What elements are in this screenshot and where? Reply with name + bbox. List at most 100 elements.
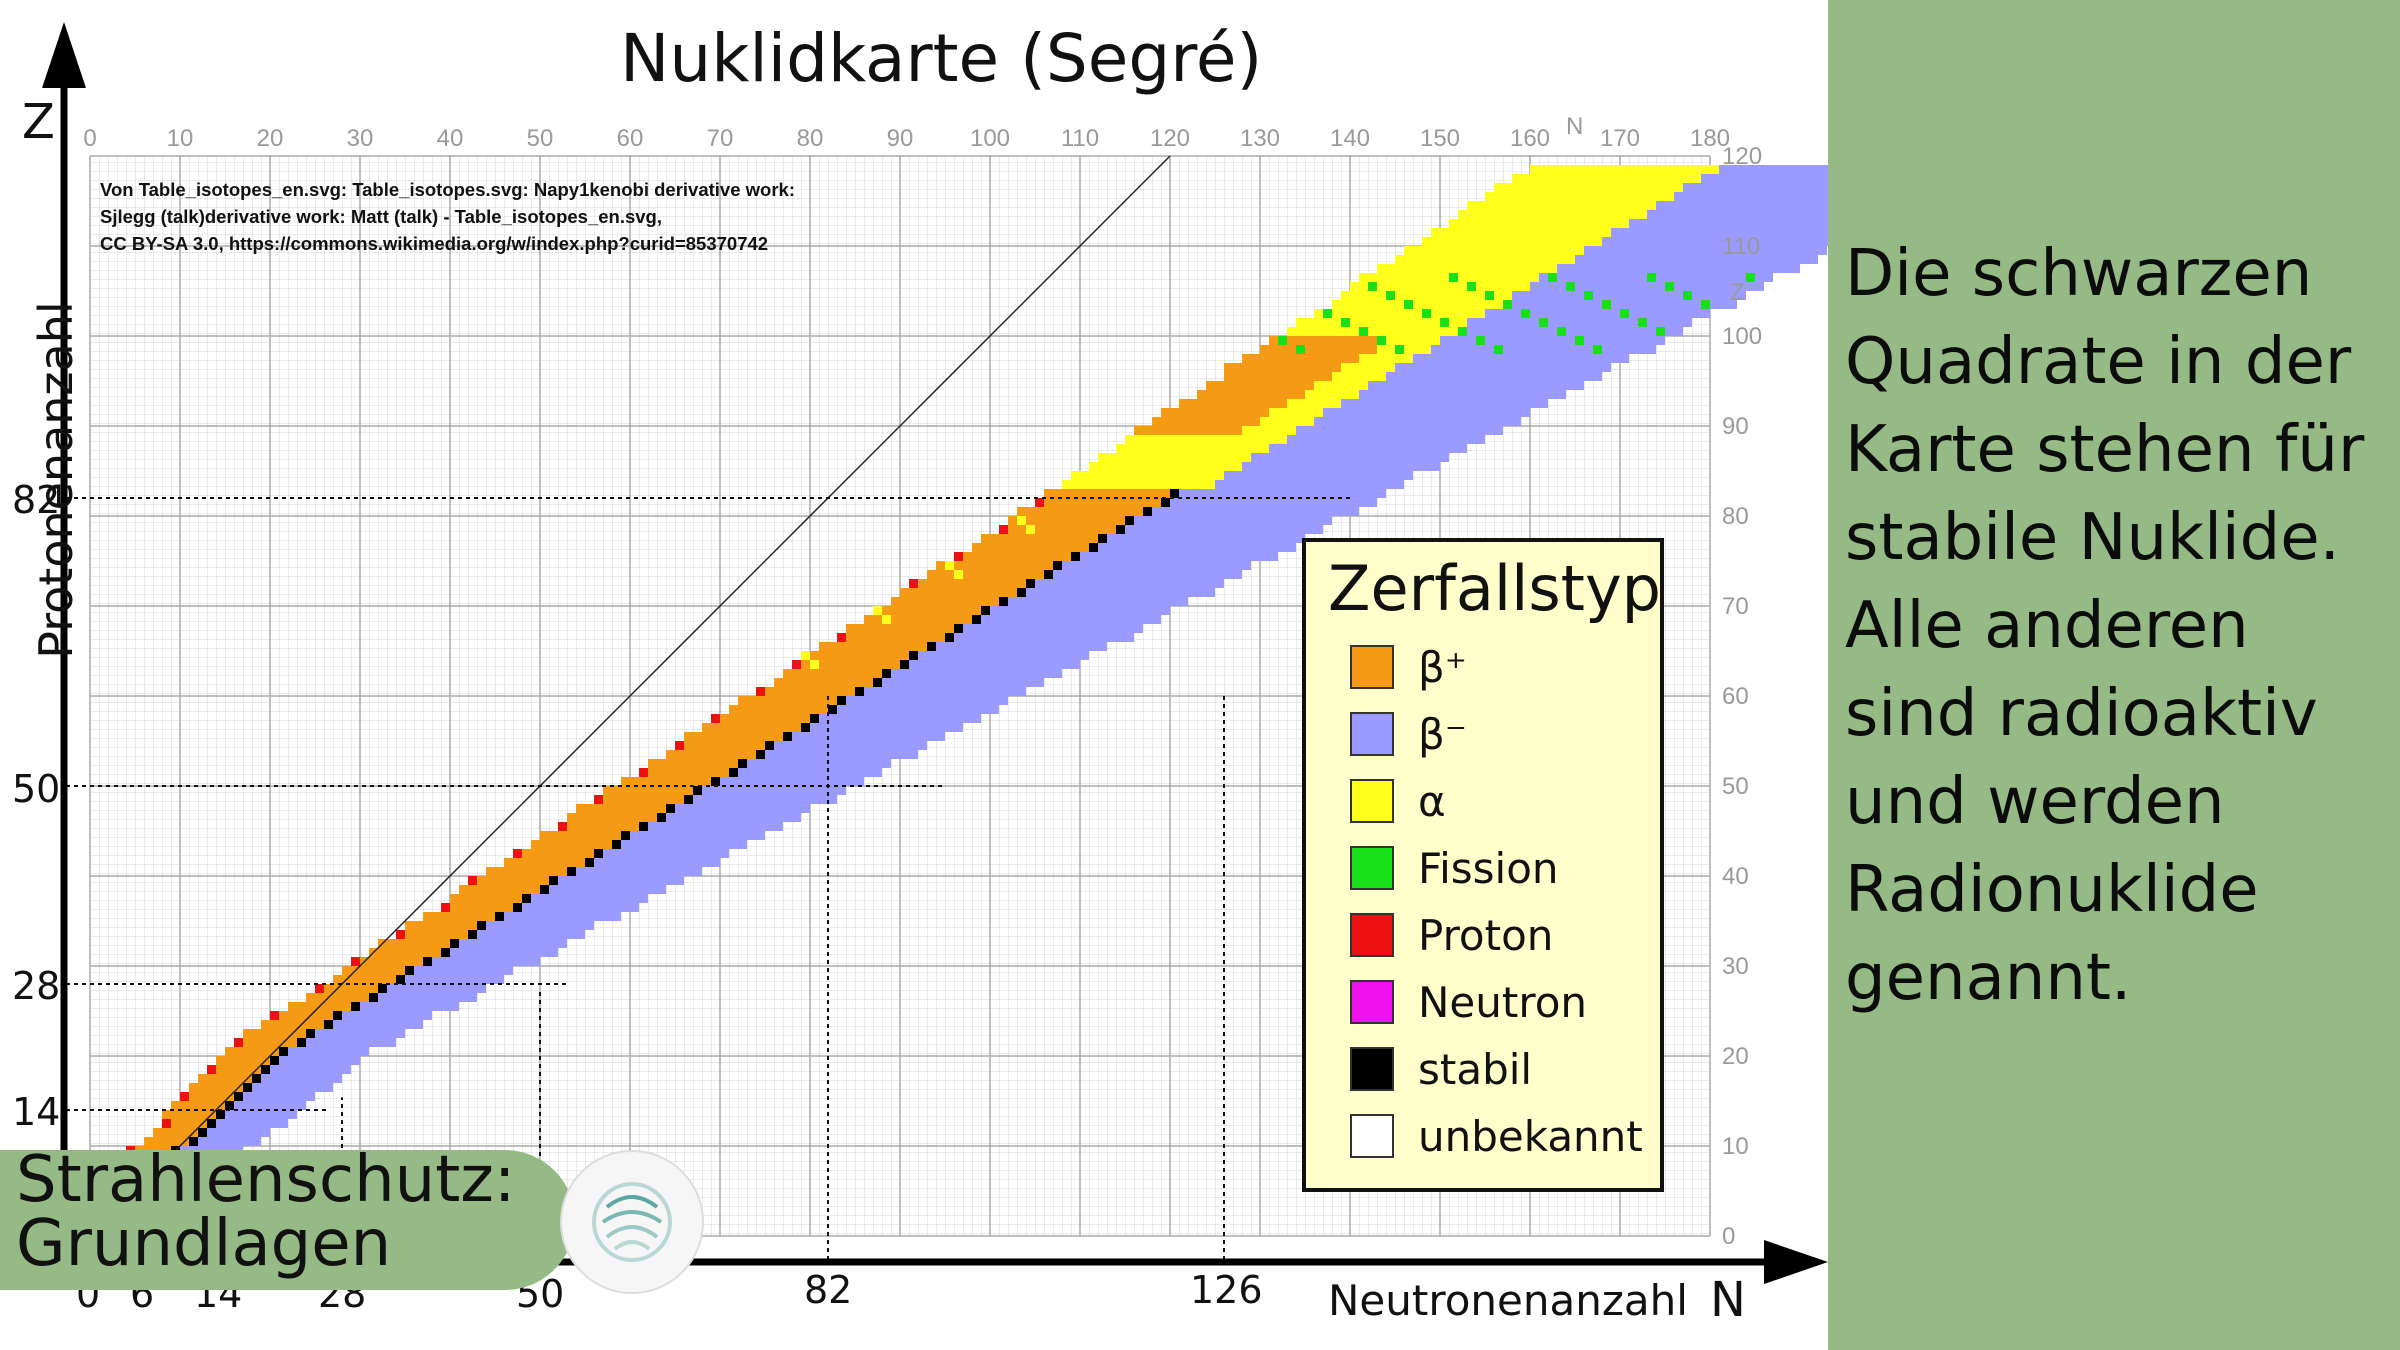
nuclide-cell — [999, 525, 1008, 534]
nuclide-cell — [1620, 300, 1629, 309]
nuclide-cell — [1107, 462, 1116, 471]
nuclide-cell — [1773, 210, 1782, 219]
nuclide-cell — [846, 768, 855, 777]
nuclide-cell — [1071, 597, 1080, 606]
nuclide-cell — [1323, 354, 1332, 363]
nuclide-cell — [1458, 381, 1467, 390]
nuclide-cell — [1548, 219, 1557, 228]
nuclide-cell — [1431, 291, 1440, 300]
nuclide-cell — [1341, 381, 1350, 390]
nuclide-cell — [1089, 543, 1098, 552]
nuclide-cell — [1404, 246, 1413, 255]
nuclide-cell — [1593, 282, 1602, 291]
nuclide-cell — [1116, 534, 1125, 543]
nuclide-cell — [1089, 498, 1098, 507]
nuclide-cell — [1746, 282, 1755, 291]
nuclide-cell — [441, 957, 450, 966]
legend-label: β⁺ — [1418, 642, 1467, 692]
nuclide-cell — [990, 705, 999, 714]
nuclide-cell — [1017, 669, 1026, 678]
nuclide-cell — [1809, 210, 1818, 219]
nuclide-cell — [1611, 165, 1620, 174]
nuclide-cell — [828, 678, 837, 687]
nuclide-cell — [1242, 417, 1251, 426]
nuclide-cell — [819, 696, 828, 705]
nuclide-cell — [351, 975, 360, 984]
nuclide-cell — [1179, 399, 1188, 408]
nuclide-cell — [243, 1101, 252, 1110]
nuclide-cell — [639, 777, 648, 786]
nuclide-cell — [1701, 192, 1710, 201]
nuclide-cell — [1449, 300, 1458, 309]
nuclide-cell — [918, 579, 927, 588]
nuclide-cell — [1098, 615, 1107, 624]
nuclide-cell — [1206, 561, 1215, 570]
nuclide-cell — [1539, 183, 1548, 192]
nuclide-cell — [1170, 453, 1179, 462]
nuclide-cell — [1044, 597, 1053, 606]
nuclide-cell — [1305, 453, 1314, 462]
nuclide-cell — [1116, 552, 1125, 561]
nuclide-cell — [1323, 309, 1332, 318]
nuclide-cell — [1440, 336, 1449, 345]
nuclide-cell — [549, 849, 558, 858]
side-panel — [1828, 0, 2400, 1350]
nuclide-cell — [333, 1056, 342, 1065]
nuclide-cell — [1485, 345, 1494, 354]
nuclide-cell — [1368, 453, 1377, 462]
nuclide-cell — [720, 768, 729, 777]
nuclide-cell — [810, 750, 819, 759]
nuclide-cell — [792, 723, 801, 732]
nuclide-cell — [1701, 309, 1710, 318]
nuclide-cell — [1224, 570, 1233, 579]
nuclide-cell — [1512, 336, 1521, 345]
nuclide-cell — [1233, 462, 1242, 471]
nuclide-cell — [396, 1002, 405, 1011]
nuclide-cell — [1125, 516, 1134, 525]
nuclide-cell — [702, 804, 711, 813]
nuclide-cell — [1512, 399, 1521, 408]
nuclide-cell — [1818, 219, 1827, 228]
nuclide-cell — [1440, 309, 1449, 318]
nuclide-cell — [1269, 516, 1278, 525]
nuclide-cell — [297, 1002, 306, 1011]
nuclide-cell — [774, 804, 783, 813]
nuclide-cell — [729, 822, 738, 831]
nuclide-cell — [972, 561, 981, 570]
nuclide-cell — [1431, 228, 1440, 237]
nuclide-cell — [774, 678, 783, 687]
nuclide-cell — [1359, 480, 1368, 489]
nuclide-cell — [954, 615, 963, 624]
nuclide-cell — [1314, 471, 1323, 480]
nuclide-cell — [261, 1128, 270, 1137]
nuclide-cell — [1116, 633, 1125, 642]
nuclide-cell — [855, 777, 864, 786]
nuclide-cell — [1368, 462, 1377, 471]
nuclide-cell — [1557, 390, 1566, 399]
nuclide-cell — [1134, 561, 1143, 570]
nuclide-cell — [1674, 192, 1683, 201]
nuclide-cell — [1557, 354, 1566, 363]
nuclide-cell — [1251, 516, 1260, 525]
nuclide-cell — [1260, 408, 1269, 417]
nuclide-cell — [306, 1074, 315, 1083]
nuclide-cell — [1539, 273, 1548, 282]
nuclide-cell — [1098, 480, 1107, 489]
nuclide-cell — [1116, 516, 1125, 525]
nuclide-cell — [1305, 507, 1314, 516]
nuclide-cell — [1431, 408, 1440, 417]
nuclide-cell — [1341, 498, 1350, 507]
nuclide-cell — [1026, 579, 1035, 588]
nuclide-cell — [999, 543, 1008, 552]
nuclide-cell — [279, 1092, 288, 1101]
nuclide-cell — [729, 840, 738, 849]
nuclide-cell — [1404, 282, 1413, 291]
nuclide-cell — [963, 624, 972, 633]
nuclide-cell — [1188, 399, 1197, 408]
nuclide-cell — [1557, 291, 1566, 300]
nuclide-cell — [1359, 390, 1368, 399]
nuclide-cell — [1296, 390, 1305, 399]
nuclide-cell — [1224, 498, 1233, 507]
right-tick-label: 0 — [1722, 1223, 1735, 1250]
nuclide-cell — [612, 867, 621, 876]
